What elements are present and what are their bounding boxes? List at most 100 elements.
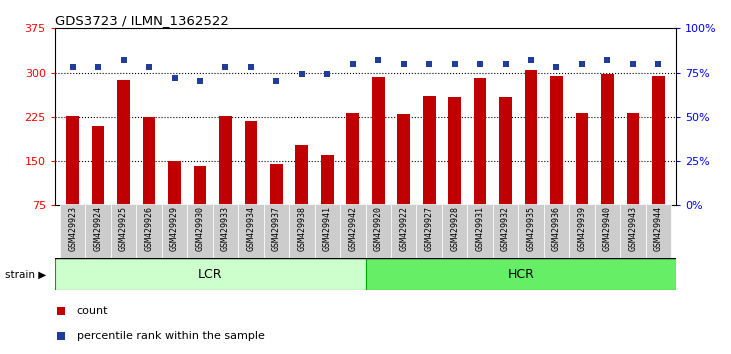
Text: strain ▶: strain ▶ [6,269,47,279]
Point [194,79,206,84]
Text: count: count [77,306,108,316]
Bar [550,75,563,250]
Point [550,64,562,70]
Point [219,64,231,70]
Bar [442,204,467,258]
Text: GSM429935: GSM429935 [526,206,536,251]
Text: GSM429926: GSM429926 [145,206,154,251]
Bar [55,258,366,290]
Text: GSM429924: GSM429924 [94,206,102,251]
Point [55,333,67,339]
Point [67,64,78,70]
Point [245,64,257,70]
Text: GSM429934: GSM429934 [246,206,255,251]
Bar [117,80,130,250]
Text: GSM429941: GSM429941 [323,206,332,251]
Point [92,64,104,70]
Bar [295,144,308,250]
Text: GSM429922: GSM429922 [399,206,408,251]
Text: GSM429927: GSM429927 [425,206,433,251]
Bar [86,204,111,258]
Text: GSM429933: GSM429933 [221,206,230,251]
Bar [238,204,264,258]
Point [627,61,639,67]
Point [398,61,409,67]
Point [372,57,384,63]
Text: GSM429928: GSM429928 [450,206,459,251]
Point [602,57,613,63]
Bar [245,121,257,250]
Bar [168,161,181,250]
Bar [264,204,289,258]
Point [653,61,664,67]
Point [347,61,359,67]
Point [169,75,181,81]
Bar [626,113,639,250]
Point [143,64,155,70]
Bar [321,155,333,250]
Bar [187,204,213,258]
Bar [499,97,512,250]
Bar [391,204,417,258]
Point [500,61,512,67]
Bar [136,204,162,258]
Bar [467,204,493,258]
Bar [366,204,391,258]
Bar [67,116,79,250]
Point [474,61,486,67]
Bar [289,204,314,258]
Bar [518,204,544,258]
Bar [92,126,105,250]
Text: GSM429937: GSM429937 [272,206,281,251]
Bar [423,96,436,250]
Text: GSM429940: GSM429940 [603,206,612,251]
Bar [601,74,614,250]
Bar [162,204,187,258]
Bar [270,164,283,250]
Point [576,61,588,67]
Bar [314,204,340,258]
Text: GSM429925: GSM429925 [119,206,128,251]
Bar [645,204,671,258]
Bar [569,204,595,258]
Text: LCR: LCR [198,268,222,281]
Point [423,61,435,67]
Bar [219,116,232,250]
Bar [575,113,588,250]
Bar [448,97,461,250]
Bar [417,204,442,258]
Bar [398,114,410,250]
Point [449,61,461,67]
Bar [372,77,385,250]
Text: GSM429932: GSM429932 [501,206,510,251]
Bar [474,79,486,250]
Point [296,72,308,77]
Text: GSM429942: GSM429942 [348,206,357,251]
Point [322,72,333,77]
Bar [143,118,156,250]
Point [55,308,67,314]
Bar [346,113,359,250]
Text: GSM429931: GSM429931 [476,206,485,251]
Bar [652,75,664,250]
Text: GSM429938: GSM429938 [298,206,306,251]
Bar [595,204,620,258]
Text: HCR: HCR [507,268,534,281]
Text: GDS3723 / ILMN_1362522: GDS3723 / ILMN_1362522 [55,14,229,27]
Bar [525,70,537,250]
Text: percentile rank within the sample: percentile rank within the sample [77,331,265,341]
Bar [194,166,206,250]
Point [525,57,537,63]
Bar [213,204,238,258]
Bar [60,204,86,258]
Bar [366,258,676,290]
Text: GSM429943: GSM429943 [629,206,637,251]
Bar [340,204,366,258]
Bar [544,204,569,258]
Bar [620,204,645,258]
Text: GSM429939: GSM429939 [577,206,586,251]
Text: GSM429936: GSM429936 [552,206,561,251]
Text: GSM429929: GSM429929 [170,206,179,251]
Bar [111,204,136,258]
Text: GSM429944: GSM429944 [654,206,663,251]
